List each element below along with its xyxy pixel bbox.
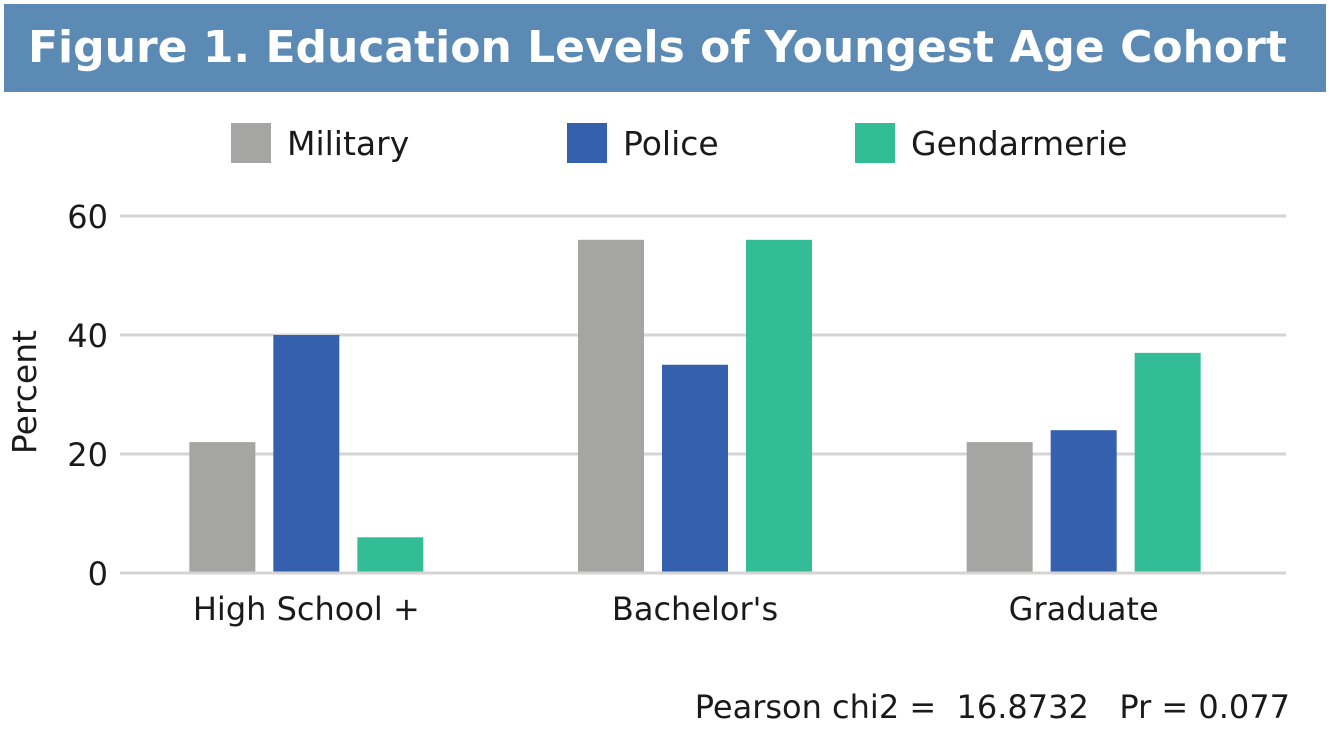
title-banner: Figure 1. Education Levels of Youngest A… bbox=[4, 4, 1326, 92]
y-tick-label-20: 20 bbox=[67, 436, 108, 474]
bar-military-1 bbox=[578, 239, 644, 572]
bar-gendarmerie-1 bbox=[746, 239, 812, 572]
x-tick-label-1: Bachelor's bbox=[612, 590, 778, 628]
legend-item-gendarmerie: Gendarmerie bbox=[855, 118, 1127, 168]
legend-label-military: Military bbox=[287, 123, 410, 163]
chart-title: Figure 1. Education Levels of Youngest A… bbox=[28, 22, 1287, 73]
x-tick-label-0: High School + bbox=[193, 590, 420, 628]
legend: Military Police Gendarmerie bbox=[0, 118, 1330, 168]
y-tick-label-40: 40 bbox=[67, 317, 108, 355]
legend-swatch-gendarmerie bbox=[855, 123, 895, 163]
bar-military-0 bbox=[189, 442, 256, 572]
legend-swatch-military bbox=[231, 123, 271, 163]
bar-police-1 bbox=[662, 364, 728, 572]
statistics-footnote: Pearson chi2 = 16.8732 Pr = 0.077 bbox=[694, 688, 1290, 726]
bar-gendarmerie-2 bbox=[1134, 352, 1201, 572]
bar-police-0 bbox=[273, 335, 340, 572]
y-axis-label: Percent bbox=[5, 330, 44, 454]
bar-police-2 bbox=[1050, 430, 1117, 572]
legend-label-gendarmerie: Gendarmerie bbox=[911, 123, 1128, 163]
bar-military-2 bbox=[966, 442, 1033, 572]
bar-gendarmerie-0 bbox=[357, 537, 424, 572]
legend-swatch-police bbox=[567, 123, 607, 163]
legend-label-police: Police bbox=[623, 123, 719, 163]
y-tick-label-60: 60 bbox=[67, 198, 108, 236]
legend-item-police: Police bbox=[567, 118, 719, 168]
x-tick-label-2: Graduate bbox=[1009, 590, 1159, 628]
y-tick-label-0: 0 bbox=[88, 555, 108, 593]
legend-item-military: Military bbox=[231, 118, 409, 168]
